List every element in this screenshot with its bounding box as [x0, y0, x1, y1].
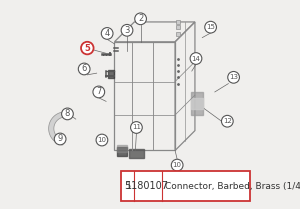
- Polygon shape: [176, 32, 180, 36]
- Circle shape: [130, 122, 142, 133]
- Polygon shape: [129, 149, 144, 158]
- Polygon shape: [176, 25, 180, 29]
- Text: 15: 15: [206, 24, 215, 30]
- Polygon shape: [191, 92, 203, 115]
- Text: 8: 8: [65, 109, 70, 119]
- Text: 13: 13: [229, 74, 238, 80]
- Text: 2: 2: [138, 14, 143, 23]
- Circle shape: [190, 53, 202, 64]
- Polygon shape: [108, 70, 115, 78]
- Circle shape: [135, 13, 146, 25]
- Text: 5: 5: [84, 43, 90, 53]
- Circle shape: [96, 134, 108, 146]
- Polygon shape: [49, 112, 64, 145]
- Text: 10: 10: [98, 137, 106, 143]
- Circle shape: [61, 108, 73, 120]
- Text: 9: 9: [58, 134, 63, 144]
- Circle shape: [121, 24, 133, 36]
- Text: 1180107: 1180107: [127, 181, 170, 191]
- Polygon shape: [191, 98, 203, 109]
- Text: 11: 11: [132, 125, 141, 130]
- Circle shape: [101, 28, 113, 39]
- FancyBboxPatch shape: [121, 171, 250, 201]
- Circle shape: [93, 86, 105, 98]
- Circle shape: [228, 71, 239, 83]
- Polygon shape: [117, 145, 127, 152]
- Polygon shape: [176, 20, 180, 24]
- Circle shape: [205, 21, 217, 33]
- Circle shape: [54, 133, 66, 145]
- Polygon shape: [117, 147, 127, 156]
- Text: 14: 14: [191, 56, 200, 61]
- Text: 4: 4: [104, 29, 110, 38]
- Text: 3: 3: [124, 26, 130, 35]
- Text: Connector, Barbed, Brass (1/4"): Connector, Barbed, Brass (1/4"): [165, 181, 300, 191]
- Circle shape: [81, 42, 94, 54]
- Text: 12: 12: [223, 118, 232, 124]
- Circle shape: [171, 159, 183, 171]
- Text: 6: 6: [82, 64, 87, 74]
- Text: 10: 10: [173, 162, 182, 168]
- Circle shape: [221, 115, 233, 127]
- Text: 5: 5: [124, 181, 130, 191]
- Circle shape: [78, 63, 90, 75]
- Text: 7: 7: [96, 87, 101, 97]
